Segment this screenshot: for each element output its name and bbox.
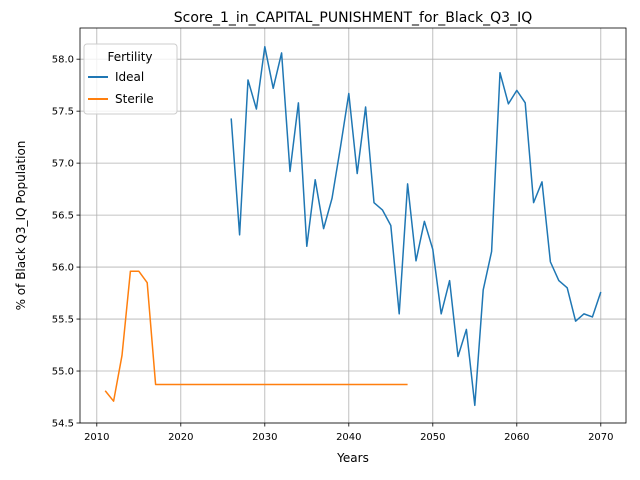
- x-axis-label: Years: [336, 451, 369, 465]
- x-tick-label: 2030: [252, 432, 277, 443]
- x-tick-label: 2020: [168, 432, 193, 443]
- y-tick-label: 56.0: [52, 263, 74, 274]
- y-tick-label: 55.0: [52, 367, 74, 378]
- x-tick-label: 2040: [336, 432, 361, 443]
- x-tick-label: 2050: [420, 432, 445, 443]
- series-line-ideal: [230, 45, 602, 407]
- x-tick-label: 2010: [84, 432, 109, 443]
- y-axis-label: % of Black Q3_IQ Population: [14, 141, 28, 311]
- series-lines: [104, 45, 602, 407]
- chart-title: Score_1_in_CAPITAL_PUNISHMENT_for_Black_…: [174, 10, 533, 26]
- y-tick-label: 54.5: [52, 419, 74, 430]
- grid-lines: [80, 28, 626, 424]
- y-tick-label: 55.5: [52, 315, 74, 326]
- legend-box: [83, 43, 178, 115]
- x-axis-ticks: 2010 2020 2030 2040 2050 2060 2070: [84, 423, 614, 443]
- series-line-sterile: [104, 270, 408, 402]
- y-tick-label: 58.0: [52, 55, 74, 66]
- y-tick-label: 57.5: [52, 107, 74, 118]
- legend-label-sterile: Sterile: [115, 92, 154, 106]
- y-tick-label: 56.5: [52, 211, 74, 222]
- x-tick-label: 2070: [588, 432, 613, 443]
- y-axis-ticks: 54.5 55.0 55.5 56.0 56.5 57.0 57.5 58.0: [52, 55, 80, 430]
- x-tick-label: 2060: [504, 432, 529, 443]
- legend-title: Fertility: [107, 50, 152, 64]
- legend: Fertility Ideal Sterile: [83, 43, 178, 115]
- y-tick-label: 57.0: [52, 159, 74, 170]
- axes-frame: [79, 27, 627, 424]
- legend-label-ideal: Ideal: [115, 70, 144, 84]
